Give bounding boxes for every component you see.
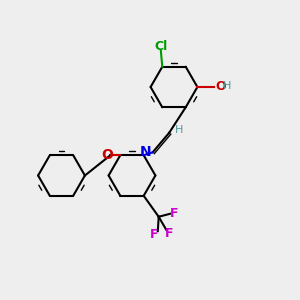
- Text: F: F: [169, 207, 178, 220]
- Text: F: F: [150, 228, 158, 241]
- Text: H: H: [223, 80, 231, 91]
- Text: N: N: [140, 145, 152, 159]
- Text: O: O: [101, 148, 113, 162]
- Text: O: O: [215, 80, 226, 93]
- Text: Cl: Cl: [154, 40, 167, 53]
- Text: F: F: [165, 227, 173, 240]
- Text: H: H: [175, 125, 183, 135]
